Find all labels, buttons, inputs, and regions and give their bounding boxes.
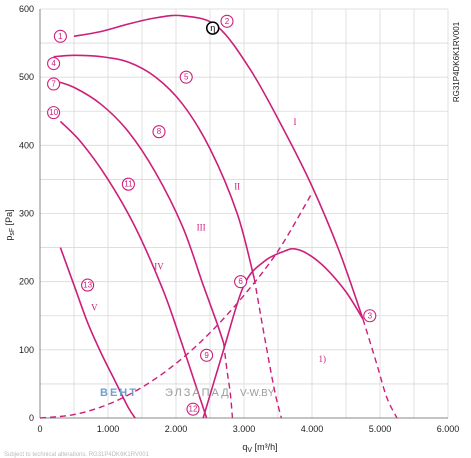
watermark-part1: ВЕНТ <box>100 387 138 399</box>
marker-circle <box>53 29 67 43</box>
x-tick-label: 3.000 <box>233 424 256 434</box>
curve-label: V <box>91 302 98 312</box>
y-axis-label: psF [Pa] <box>4 209 16 240</box>
y-tick-label: 100 <box>19 345 34 355</box>
curve-label: 1) <box>318 354 326 364</box>
series-lines <box>39 14 398 419</box>
series-line-II <box>53 54 255 279</box>
marker-label: 4 <box>51 59 56 68</box>
marker-circle <box>220 14 234 28</box>
marker-circle <box>152 125 166 139</box>
series-line-III <box>53 79 225 344</box>
x-tick-label: 6.000 <box>437 424 460 434</box>
curve-label: III <box>197 223 206 233</box>
series-line-IV <box>59 120 208 419</box>
marker-circle <box>47 77 61 91</box>
x-tick-label: 2.000 <box>165 424 188 434</box>
marker-label: 6 <box>238 277 243 286</box>
marker-circle <box>234 275 248 289</box>
marker-circle <box>179 70 193 84</box>
marker-circle <box>363 309 377 323</box>
operating-point: η <box>205 21 220 35</box>
operating-point-label: η <box>210 23 215 33</box>
marker-label: 11 <box>124 180 133 189</box>
watermark: ВЕНТ ЭЛЗАПАД V-W.BY <box>100 387 275 399</box>
series-line-system-dashed <box>39 192 313 419</box>
x-tick-label: 4.000 <box>301 424 324 434</box>
operating-point-circle <box>205 21 220 35</box>
marker-circle <box>47 106 61 120</box>
series-line-I-dashed <box>362 318 398 419</box>
marker-label: 5 <box>184 73 189 82</box>
marker-circle <box>200 348 214 362</box>
marker-label: 12 <box>189 405 198 414</box>
x-axis-label: qV [m³/h] <box>242 442 277 454</box>
x-tick-label: 1.000 <box>97 424 120 434</box>
marker-label: 9 <box>204 351 209 360</box>
marker-label: 10 <box>49 108 58 117</box>
series-line-III-dashed <box>222 342 234 419</box>
marker-label: 8 <box>157 127 162 136</box>
y-tick-label: 300 <box>19 209 34 219</box>
y-tick-label: 500 <box>19 72 34 82</box>
axis-ticks: 0 1.000 2.000 3.000 4.000 5.000 6.000 0 100 200 30… <box>19 4 459 434</box>
y-tick-label: 600 <box>19 4 34 14</box>
marker-label: 3 <box>368 311 373 320</box>
marker-label: 7 <box>51 79 56 88</box>
series-line-V <box>59 247 136 419</box>
watermark-domain: V-W.BY <box>240 388 275 399</box>
marker-circle <box>121 177 135 191</box>
y-tick-label: 0 <box>29 413 34 423</box>
marker-circle <box>186 402 200 416</box>
curve-label: II <box>234 182 240 192</box>
grid-lines <box>39 8 449 419</box>
curve-label: IV <box>154 261 164 271</box>
x-tick-label: 0 <box>37 424 42 434</box>
y-tick-label: 200 <box>19 277 34 287</box>
model-code-label: RG31P4DK6K1RV001 <box>452 21 461 102</box>
marker-label: 1 <box>58 32 63 41</box>
curve-label: I <box>294 117 297 127</box>
footer-note: Subject to technical alterations. RG31P4… <box>4 452 150 458</box>
watermark-part2: ЭЛЗАПАД <box>165 387 231 399</box>
marker-circle <box>47 56 61 71</box>
series-line-1 <box>202 247 364 419</box>
marker-label: 2 <box>225 17 230 26</box>
series-line-II-dashed <box>253 278 283 419</box>
marker-label: 13 <box>83 281 92 290</box>
x-tick-label: 5.000 <box>369 424 392 434</box>
y-tick-label: 400 <box>19 140 34 150</box>
marker-circle <box>81 278 95 292</box>
